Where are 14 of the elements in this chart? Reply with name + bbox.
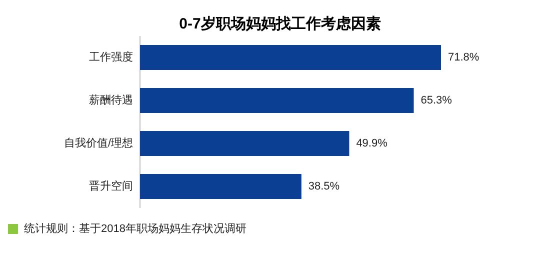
- text: 统计规则：基于2018年职场妈妈生存状况调研: [24, 222, 246, 235]
- y-tick-label: 工作强度: [89, 50, 133, 64]
- chart-title: 0-7岁职场妈妈找工作考虑因素: [179, 16, 381, 32]
- bar: [140, 131, 350, 156]
- y-tick-label: 晋升空间: [89, 180, 133, 192]
- y-tick-label: 薪酬待遇: [89, 94, 133, 106]
- bar: [140, 174, 302, 199]
- y-tick-label: 自我价值/理想: [64, 136, 133, 150]
- data-label: 49.9%: [356, 138, 388, 150]
- bar: [140, 45, 441, 70]
- data-label: 38.5%: [308, 180, 340, 192]
- data-label: 65.3%: [420, 94, 452, 106]
- bar: [140, 88, 414, 113]
- data-label: 71.8%: [448, 52, 480, 64]
